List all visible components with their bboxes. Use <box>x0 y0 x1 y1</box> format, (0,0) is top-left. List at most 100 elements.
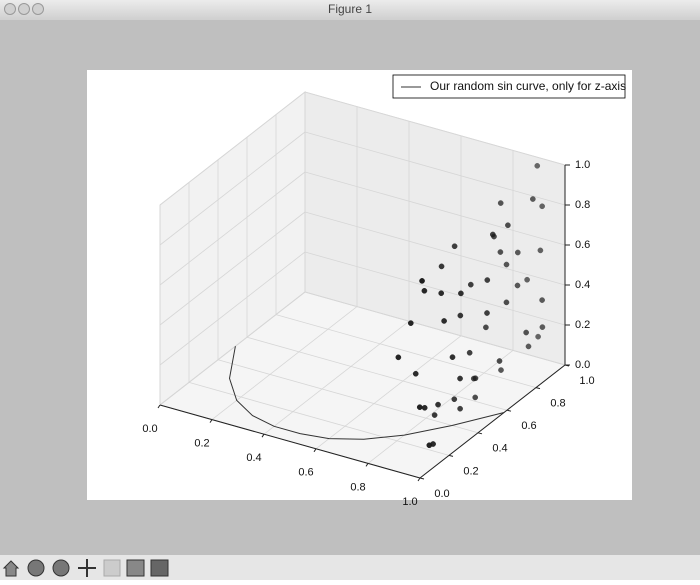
tick-mark <box>506 409 512 412</box>
sin-curve <box>228 346 505 440</box>
x-tick-label: 0.8 <box>350 481 365 493</box>
scatter-point <box>416 404 423 411</box>
tick-mark <box>157 404 161 409</box>
tick-mark <box>448 454 454 457</box>
scatter-point <box>484 277 491 283</box>
tick-mark <box>417 477 421 482</box>
scatter-point <box>451 243 458 250</box>
y-tick-label: 0.8 <box>550 398 565 410</box>
z-tick-label: 0.4 <box>575 279 590 291</box>
scatter-point <box>539 297 545 303</box>
grid-line <box>159 131 306 246</box>
z-tick-label: 0.0 <box>575 359 590 371</box>
grid-line <box>217 359 479 434</box>
grid-line <box>263 320 410 435</box>
scatter-point <box>438 263 445 270</box>
scatter-point <box>535 333 541 340</box>
grid-line <box>367 350 514 464</box>
scatter-point <box>489 231 496 238</box>
configure-button[interactable] <box>126 559 145 577</box>
grid-line <box>304 91 566 166</box>
grid-line <box>159 251 306 366</box>
scatter-point <box>457 312 464 319</box>
axis-line <box>159 404 421 479</box>
grid-line <box>315 335 462 450</box>
y-tick-label: 0.0 <box>434 488 449 500</box>
x-tick-label: 0.2 <box>194 438 209 450</box>
plot-3d: 0.0 0.2 0.4 0.6 0.8 1.0 0.0 0.2 0.4 0.6 0.8 1.0 0.0 0… <box>142 74 626 508</box>
z-tick-label: 0.6 <box>575 239 590 251</box>
scatter-point <box>524 276 530 283</box>
zoom-button[interactable] <box>32 3 44 15</box>
scatter-point <box>525 343 532 350</box>
scatter-point <box>539 324 546 330</box>
grid-line <box>304 291 566 366</box>
scatter-point <box>539 203 546 210</box>
home-button[interactable] <box>2 560 20 577</box>
scatter-point <box>496 358 503 364</box>
scatter-point <box>537 247 544 254</box>
scatter-point <box>457 405 463 412</box>
scatter-point <box>431 412 438 418</box>
tick-mark <box>477 432 483 435</box>
scatter-point <box>449 354 456 361</box>
scatter-point <box>505 222 511 229</box>
grid-line <box>246 336 508 411</box>
x-tick-label: 0.6 <box>298 467 313 479</box>
close-button[interactable] <box>4 3 16 15</box>
scatter-point <box>421 404 428 411</box>
grid-line <box>304 211 566 286</box>
scatter-point <box>498 367 504 373</box>
minimize-button[interactable] <box>18 3 30 15</box>
scatter-point <box>483 324 489 331</box>
scatter-point <box>441 318 447 324</box>
legend-label: Our random sin curve, only for z-axis <box>430 79 626 93</box>
tick-mark <box>419 477 425 480</box>
z-tick-label: 1.0 <box>575 159 590 171</box>
x-tick-label: 1.0 <box>402 496 417 508</box>
scatter-point <box>503 261 510 268</box>
tick-mark <box>261 433 265 438</box>
forward-button[interactable] <box>52 559 70 577</box>
z-tick-label: 0.8 <box>575 199 590 211</box>
save-button[interactable] <box>150 559 169 577</box>
scatter-point <box>407 320 414 326</box>
scatter-point <box>530 196 536 202</box>
x-tick-label: 0.0 <box>142 423 157 435</box>
y-tick-label: 0.4 <box>492 443 507 455</box>
scatter-point <box>497 200 504 206</box>
tick-mark <box>313 448 317 453</box>
toolbar-buttons <box>2 559 169 577</box>
y-tick-label: 0.6 <box>521 420 536 432</box>
pan-button[interactable] <box>78 559 96 577</box>
grid-line <box>304 251 566 326</box>
grid-line <box>159 171 306 286</box>
zoom-rect-button[interactable] <box>103 559 121 577</box>
scatter-point <box>435 401 441 408</box>
scatter-point <box>438 290 445 297</box>
scatter-point <box>412 370 419 377</box>
scatter-point <box>421 287 428 294</box>
grid-line <box>304 171 566 246</box>
grid-line <box>159 91 306 206</box>
scatter-point <box>451 396 458 403</box>
scatter-point <box>503 299 510 306</box>
legend-box <box>392 74 626 99</box>
z-tick-label: 0.2 <box>575 319 590 331</box>
scatter-point <box>484 310 490 316</box>
grid-line <box>188 382 450 456</box>
scatter-point <box>497 249 504 255</box>
grid-line <box>275 314 537 388</box>
grid-line <box>304 131 566 206</box>
scatter-point <box>472 375 479 382</box>
y-tick-label: 0.2 <box>463 465 478 477</box>
scatter-point <box>466 349 473 356</box>
legend: Our random sin curve, only for z-axis <box>392 74 626 99</box>
scatter-point <box>514 249 521 256</box>
scatter-point <box>419 278 425 284</box>
scatter-point <box>523 329 530 336</box>
scatter-point <box>395 354 402 361</box>
back-button[interactable] <box>27 559 45 577</box>
y-tick-label: 1.0 <box>579 375 594 387</box>
